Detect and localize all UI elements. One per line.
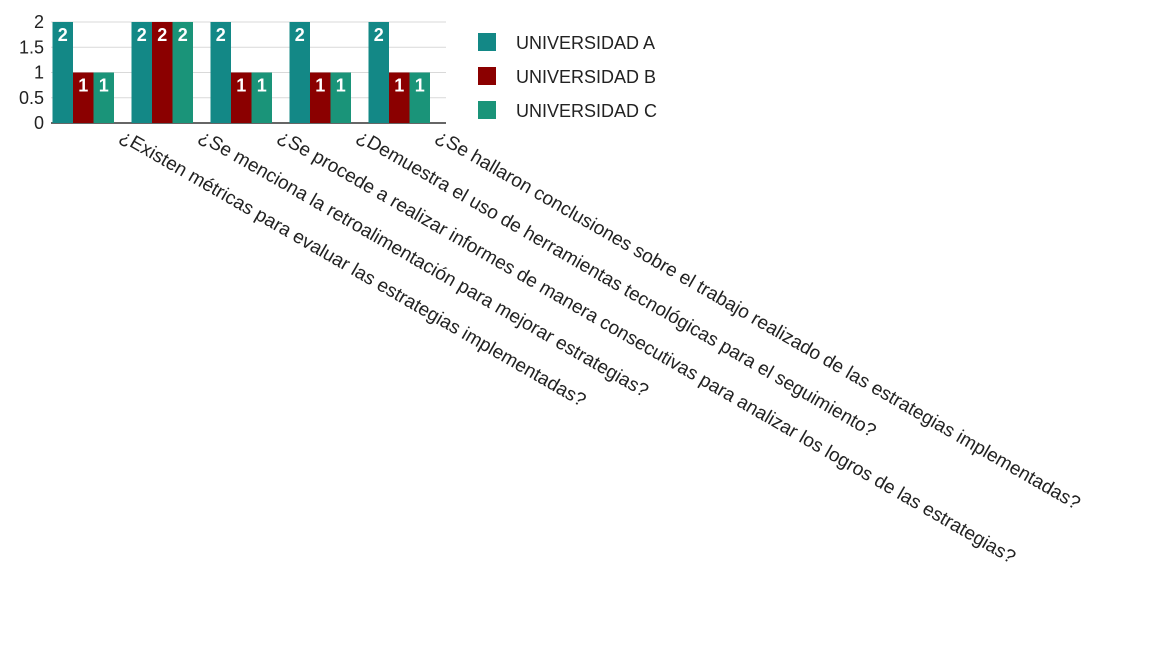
bar (409, 72, 430, 123)
bar-data-label: 1 (336, 76, 346, 96)
bar-data-label: 1 (257, 76, 267, 96)
bar-data-label: 1 (315, 76, 325, 96)
bar (152, 22, 173, 123)
bar (310, 72, 331, 123)
legend-swatch (478, 33, 496, 51)
legend-label: UNIVERSIDAD B (516, 67, 656, 87)
bar-data-label: 2 (178, 25, 188, 45)
bar-data-label: 2 (374, 25, 384, 45)
legend-swatch (478, 101, 496, 119)
bar (330, 72, 351, 123)
legend-label: UNIVERSIDAD C (516, 101, 657, 121)
bar-data-label: 2 (295, 25, 305, 45)
x-tick-label: ¿Se procede a realizar informes de maner… (274, 126, 1019, 568)
y-tick-label: 1.5 (19, 37, 44, 57)
bar (172, 22, 193, 123)
legend-swatch (478, 67, 496, 85)
bar-data-label: 1 (236, 76, 246, 96)
bar-data-label: 2 (58, 25, 68, 45)
y-tick-label: 1 (34, 63, 44, 83)
bar (289, 22, 310, 123)
legend-label: UNIVERSIDAD A (516, 33, 655, 53)
bar (210, 22, 231, 123)
y-tick-label: 0 (34, 113, 44, 133)
bar (131, 22, 152, 123)
bar-data-label: 1 (99, 76, 109, 96)
bar (389, 72, 410, 123)
bar (368, 22, 389, 123)
bar-data-label: 2 (216, 25, 226, 45)
bar-data-label: 1 (415, 76, 425, 96)
bar-data-label: 2 (157, 25, 167, 45)
y-tick-label: 2 (34, 12, 44, 32)
bar (251, 72, 272, 123)
bar-data-label: 2 (137, 25, 147, 45)
bar-data-label: 1 (394, 76, 404, 96)
bar (52, 22, 73, 123)
x-tick-label: ¿Demuestra el uso de herramientas tecnol… (353, 126, 879, 442)
bar (93, 72, 114, 123)
y-tick-label: 0.5 (19, 88, 44, 108)
bar (231, 72, 252, 123)
bar (73, 72, 94, 123)
bar-data-label: 1 (78, 76, 88, 96)
